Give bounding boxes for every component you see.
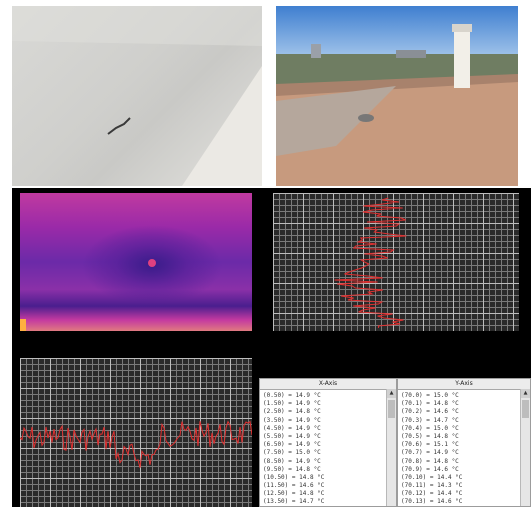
- x-axis-header: X-Axis: [260, 379, 396, 390]
- x-profile-line: [20, 420, 252, 468]
- y-profile-graph: [273, 193, 519, 331]
- y-row[interactable]: (70.10) = 14.4 °C: [401, 473, 463, 481]
- scroll-thumb[interactable]: [522, 400, 529, 418]
- x-axis-values: (0.50) = 14.9 °C (1.50) = 14.9 °C (2.50) =…: [260, 390, 396, 506]
- x-row[interactable]: (8.50) = 14.9 °C: [263, 457, 321, 465]
- y-row[interactable]: (70.9) = 14.6 °C: [401, 465, 459, 473]
- y-axis-values: (70.0) = 15.0 °C (70.1) = 14.8 °C (70.2) =…: [398, 390, 530, 506]
- x-axis-table[interactable]: X-Axis (0.50) = 14.9 °C (1.50) = 14.9 °C(…: [259, 378, 397, 507]
- scroll-thumb[interactable]: [388, 400, 395, 418]
- x-row[interactable]: (2.50) = 14.8 °C: [263, 408, 321, 416]
- x-row[interactable]: (9.50) = 14.8 °C: [263, 465, 321, 473]
- y-row[interactable]: (70.8) = 14.8 °C: [401, 457, 459, 465]
- scroll-up-icon[interactable]: ▲: [387, 389, 396, 398]
- y-row[interactable]: (70.1) = 14.8 °C: [401, 400, 459, 408]
- y-axis-table[interactable]: Y-Axis (70.0) = 15.0 °C (70.1) = 14.8 °C(…: [397, 378, 531, 507]
- x-row[interactable]: (4.50) = 14.9 °C: [263, 424, 321, 432]
- x-row[interactable]: (13.50) = 14.7 °C: [263, 498, 325, 506]
- wall-crack-icon: [12, 6, 262, 186]
- x-row[interactable]: (11.50) = 14.6 °C: [263, 482, 325, 490]
- x-row[interactable]: (12.50) = 14.8 °C: [263, 490, 325, 498]
- x-profile-graph: [20, 358, 252, 507]
- y-axis-header: Y-Axis: [398, 379, 530, 390]
- y-row[interactable]: (70.12) = 14.4 °C: [401, 490, 463, 498]
- scroll-up-icon[interactable]: ▲: [521, 389, 530, 398]
- y-profile-polyline: [334, 197, 407, 329]
- y-row[interactable]: (70.6) = 15.1 °C: [401, 441, 459, 449]
- x-row[interactable]: (3.50) = 14.9 °C: [263, 416, 321, 424]
- y-row[interactable]: (70.3) = 14.7 °C: [401, 416, 459, 424]
- y-table-scrollbar[interactable]: ▲: [520, 389, 530, 506]
- x-row[interactable]: (7.50) = 15.0 °C: [263, 449, 321, 457]
- x-row[interactable]: (5.50) = 14.9 °C: [263, 432, 321, 440]
- wall-crack-photo: [12, 6, 262, 186]
- y-row[interactable]: (70.5) = 14.8 °C: [401, 432, 459, 440]
- thermal-hotspot-icon: [20, 259, 156, 331]
- thermal-image: [20, 193, 252, 331]
- x-row[interactable]: (0.50) = 14.9 °C: [263, 392, 321, 399]
- x-row[interactable]: (6.50) = 14.9 °C: [263, 441, 321, 449]
- x-profile-polyline: [20, 420, 252, 468]
- y-row[interactable]: (70.4) = 15.0 °C: [401, 424, 459, 432]
- y-profile-line: [334, 197, 407, 329]
- y-row[interactable]: (70.2) = 14.6 °C: [401, 408, 459, 416]
- y-row[interactable]: (70.11) = 14.3 °C: [401, 482, 463, 490]
- rooftop-photo: [276, 6, 518, 186]
- x-row[interactable]: (10.50) = 14.8 °C: [263, 473, 325, 481]
- y-row[interactable]: (70.7) = 14.9 °C: [401, 449, 459, 457]
- x-row[interactable]: (1.50) = 14.9 °C: [263, 400, 321, 408]
- rooftop-icon: [276, 6, 518, 186]
- y-row[interactable]: (70.13) = 14.6 °C: [401, 498, 463, 506]
- y-row[interactable]: (70.0) = 15.0 °C: [401, 392, 459, 399]
- x-table-scrollbar[interactable]: ▲: [386, 389, 396, 506]
